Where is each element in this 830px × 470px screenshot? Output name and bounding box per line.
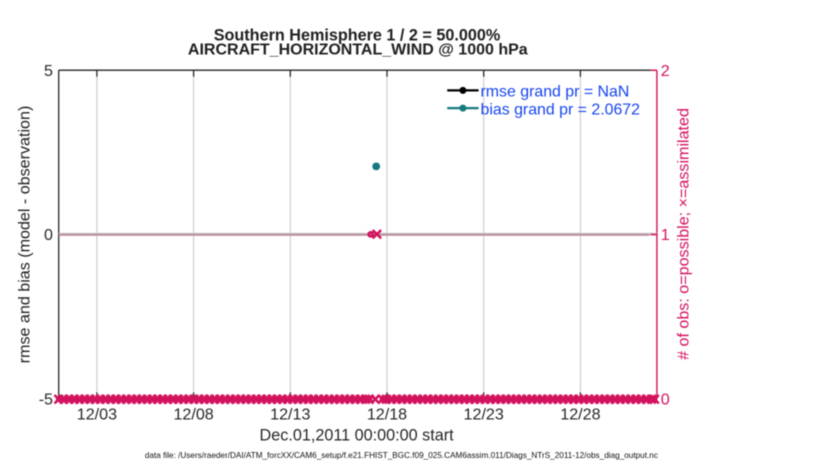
svg-text:data file: /Users/raeder/DAI/A: data file: /Users/raeder/DAI/ATM_forcXX/… xyxy=(145,451,658,460)
svg-text:5: 5 xyxy=(44,62,53,80)
svg-text:Dec.01,2011 00:00:00 start: Dec.01,2011 00:00:00 start xyxy=(260,426,455,444)
svg-text:0: 0 xyxy=(661,391,670,409)
svg-text:12/28: 12/28 xyxy=(560,406,600,424)
svg-text:rmse grand pr = NaN: rmse grand pr = NaN xyxy=(481,84,630,101)
svg-text:-5: -5 xyxy=(39,391,53,409)
svg-text:# of obs: o=possible; ×=assimi: # of obs: o=possible; ×=assimilated xyxy=(675,108,693,360)
svg-text:12/13: 12/13 xyxy=(270,406,310,424)
svg-text:12/23: 12/23 xyxy=(464,406,504,424)
svg-text:12/18: 12/18 xyxy=(367,406,407,424)
svg-text:1: 1 xyxy=(661,226,670,244)
svg-text:AIRCRAFT_HORIZONTAL_WIND @ 100: AIRCRAFT_HORIZONTAL_WIND @ 1000 hPa xyxy=(188,42,528,59)
svg-text:2: 2 xyxy=(661,62,670,80)
svg-text:12/08: 12/08 xyxy=(173,406,213,424)
svg-text:Southern Hemisphere 1 / 2 = 50: Southern Hemisphere 1 / 2 = 50.000% xyxy=(214,27,501,45)
svg-text:bias grand pr = 2.0672: bias grand pr = 2.0672 xyxy=(481,101,641,118)
svg-text:12/03: 12/03 xyxy=(77,406,117,424)
svg-text:0: 0 xyxy=(44,226,53,244)
svg-text:rmse and bias (model - observa: rmse and bias (model - observation) xyxy=(16,106,34,364)
